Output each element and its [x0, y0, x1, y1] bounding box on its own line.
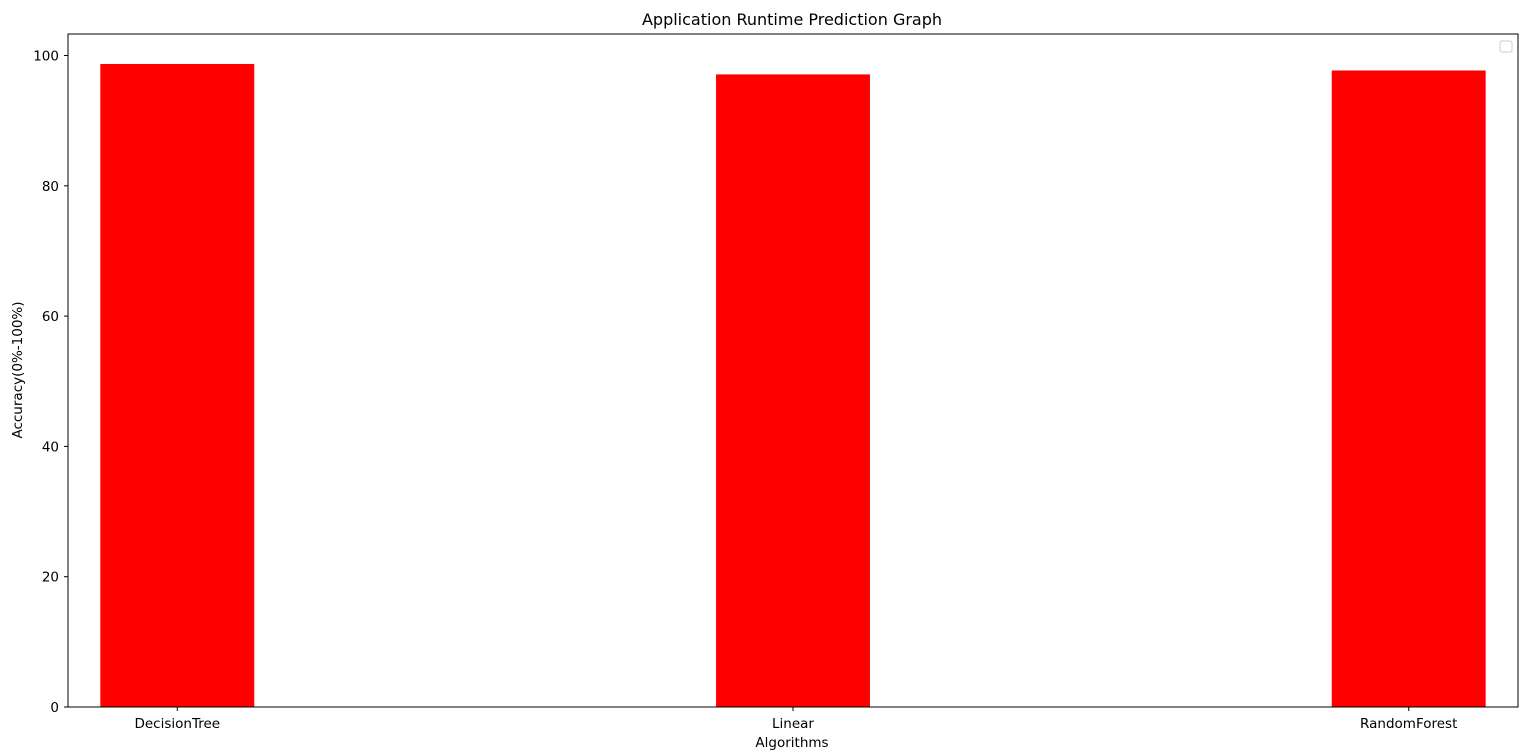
x-tick-label-randomforest: RandomForest	[1360, 716, 1457, 732]
bar-linear	[716, 74, 870, 708]
x-tick-label-decisiontree: DecisionTree	[134, 716, 220, 732]
bar-randomforest	[1331, 70, 1486, 708]
y-tick-label: 0	[50, 700, 59, 716]
y-tick-label: 100	[33, 48, 59, 64]
y-tick-label: 80	[42, 179, 59, 195]
y-axis-label: Accuracy(0%-100%)	[10, 301, 26, 438]
y-axis-ticks: 0 20 40 60 80 100	[33, 48, 68, 716]
legend-box	[1499, 40, 1513, 53]
x-tick-label-linear: Linear	[772, 716, 814, 732]
x-axis-ticks: DecisionTree Linear RandomForest	[134, 707, 1457, 732]
y-tick-label: 60	[42, 309, 59, 325]
y-tick-label: 20	[42, 570, 59, 586]
x-axis-label: Algorithms	[755, 735, 828, 751]
legend	[1499, 40, 1513, 53]
bar-decisiontree	[100, 63, 255, 708]
chart-title: Application Runtime Prediction Graph	[642, 10, 942, 29]
y-tick-label: 40	[42, 439, 59, 455]
bars-layer	[100, 63, 1486, 708]
